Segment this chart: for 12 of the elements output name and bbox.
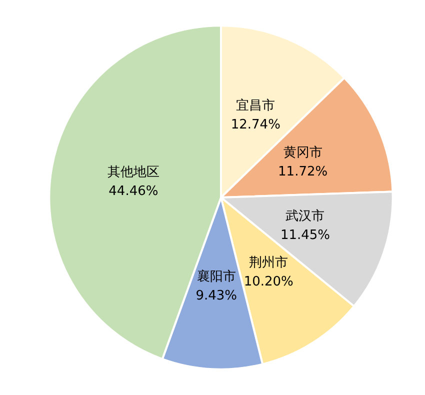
data-label: 44.46% bbox=[108, 184, 158, 200]
data-label: 12.74% bbox=[230, 118, 280, 133]
slice-label: 武汉市 bbox=[286, 208, 325, 224]
slice-label: 荆州市 bbox=[249, 256, 288, 271]
data-label: 9.43% bbox=[196, 288, 238, 304]
data-label: 11.72% bbox=[278, 164, 328, 180]
data-label: 11.45% bbox=[280, 228, 330, 243]
slice-label: 襄阳市 bbox=[196, 268, 236, 284]
slice-label: 黄冈市 bbox=[283, 146, 322, 161]
data-label: 10.20% bbox=[244, 274, 294, 290]
slice-label: 宜昌市 bbox=[236, 98, 276, 114]
slice-label: 其他地区 bbox=[107, 165, 160, 180]
